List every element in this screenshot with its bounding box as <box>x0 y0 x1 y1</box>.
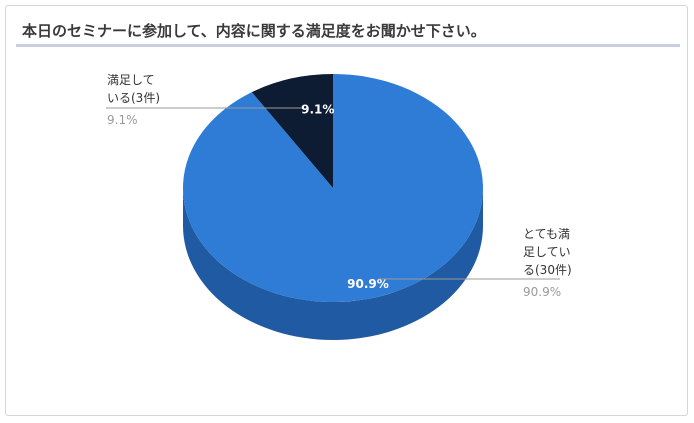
slice-percent-label-satisfied: 9.1% <box>301 102 334 116</box>
label-satisfied-percent: 9.1% <box>107 113 138 127</box>
pie-side-large <box>183 188 483 340</box>
title-underline <box>16 44 680 47</box>
chart-card: 本日のセミナーに参加して、内容に関する満足度をお聞かせ下さい。 <box>5 5 688 416</box>
label-very-satisfied-line-2: 足してい <box>523 245 571 259</box>
pie-slice-satisfied[interactable] <box>251 74 333 188</box>
pie-slice-very-satisfied[interactable] <box>182 74 484 303</box>
label-satisfied-line-2: いる(3件) <box>107 91 160 105</box>
label-very-satisfied-percent: 90.9% <box>523 285 561 299</box>
label-very-satisfied-line-1: とても満 <box>523 227 570 241</box>
slice-percent-label-very-satisfied: 90.9% <box>347 277 389 291</box>
chart-title: 本日のセミナーに参加して、内容に関する満足度をお聞かせ下さい。 <box>22 22 486 40</box>
label-satisfied-line-1: 満足して <box>107 73 155 87</box>
label-very-satisfied-line-3: る(30件) <box>523 263 572 277</box>
